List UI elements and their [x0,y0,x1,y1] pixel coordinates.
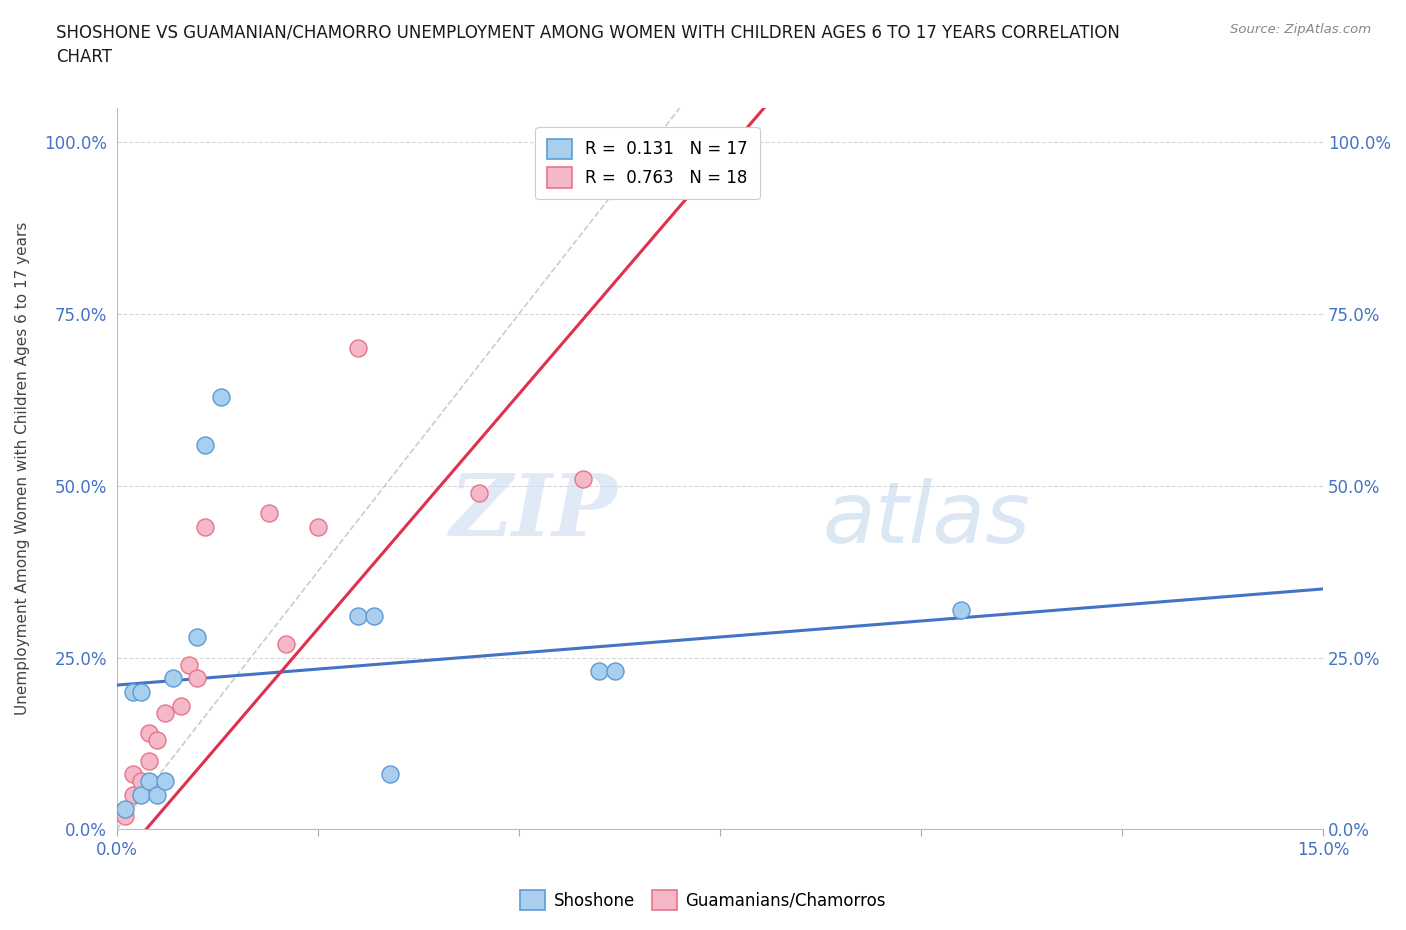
Point [121,788,143,803]
Point [153,774,176,789]
Point [177,658,200,672]
Point [605,664,627,679]
Point [194,520,217,535]
Point [588,664,610,679]
Point [467,485,489,500]
Point [138,774,160,789]
Point [209,389,232,404]
Point [259,506,281,521]
Point [347,341,370,356]
Point [572,472,595,486]
Point [950,602,973,617]
Point [129,788,152,803]
Point [146,733,169,748]
Point [378,767,401,782]
Point [129,774,152,789]
Y-axis label: Unemployment Among Women with Children Ages 6 to 17 years: Unemployment Among Women with Children A… [15,222,30,715]
Legend: Shoshone, Guamanians/Chamorros: Shoshone, Guamanians/Chamorros [513,884,893,917]
Legend: R =  0.131   N = 17, R =  0.763   N = 18: R = 0.131 N = 17, R = 0.763 N = 18 [536,127,759,200]
Text: Source: ZipAtlas.com: Source: ZipAtlas.com [1230,23,1371,36]
Point [274,636,297,651]
Point [153,705,176,720]
Point [170,698,193,713]
Point [194,437,217,452]
Point [347,609,370,624]
Point [162,671,184,685]
Point [129,684,152,699]
Point [307,520,329,535]
Point [138,753,160,768]
Text: atlas: atlas [823,478,1031,561]
Text: SHOSHONE VS GUAMANIAN/CHAMORRO UNEMPLOYMENT AMONG WOMEN WITH CHILDREN AGES 6 TO : SHOSHONE VS GUAMANIAN/CHAMORRO UNEMPLOYM… [56,23,1121,66]
Point [363,609,385,624]
Point [121,767,143,782]
Point [146,788,169,803]
Point [186,630,208,644]
Point [114,808,136,823]
Point [186,671,208,685]
Point [114,802,136,817]
Point [138,725,160,740]
Point [121,684,143,699]
Text: ZIP: ZIP [450,471,617,553]
